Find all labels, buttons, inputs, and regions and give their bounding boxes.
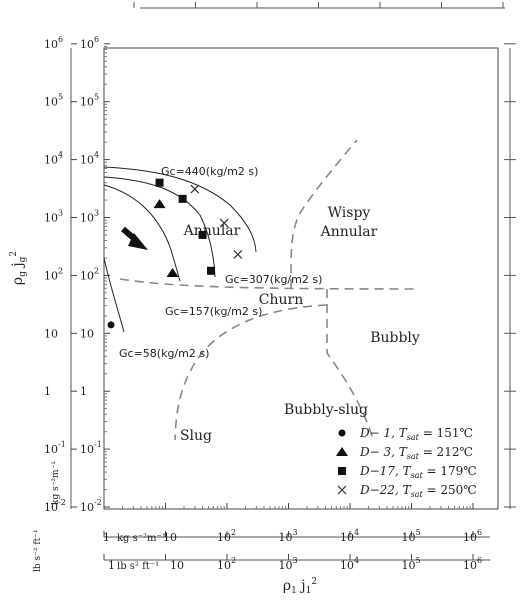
legend-marker-square [338, 467, 346, 475]
data-point-square [155, 178, 164, 187]
x-tick-label-one: 1 [103, 531, 110, 544]
region-wispy-annular-line2: Annular [320, 224, 378, 240]
y-tick-label: 10 [80, 327, 94, 340]
region-slug: Slug [180, 428, 212, 444]
data-point-square [178, 194, 187, 203]
data-points [107, 178, 243, 329]
legend-entry: D−17, Tsat = 179℃ [359, 464, 477, 480]
label-gc58: Gc=58(kg/m2 s) [119, 347, 209, 360]
data-point-circle [107, 321, 115, 329]
mass-flux-curves [103, 166, 257, 333]
x-tick-label: 104 [340, 556, 359, 572]
y-tick-label: 103 [44, 209, 63, 225]
trend-arrow [121, 226, 148, 250]
data-point-x [190, 184, 200, 194]
x-tick-label: 104 [340, 528, 359, 544]
x-tick-label: 10 [163, 531, 177, 544]
data-point-square [198, 230, 207, 239]
y-tick-label: 104 [44, 151, 63, 167]
x-tick-label: 103 [279, 556, 298, 572]
region-annular: Annular [183, 223, 241, 239]
boundary-annular-churn [119, 278, 416, 290]
curve-gc440 [103, 166, 257, 253]
x-tick-label: 105 [402, 556, 421, 572]
regime-boundaries [119, 139, 416, 441]
x-units-kg: kg s⁻²m⁻¹ [117, 533, 166, 544]
y-tick-label: 103 [80, 209, 99, 225]
curve-gc307 [103, 176, 216, 278]
y-tick-label: 106 [80, 35, 99, 51]
x-tick-label: 102 [217, 528, 236, 544]
legend-entry: D− 1, Tsat = 151℃ [359, 426, 473, 442]
y-axis-title: ρg jg2 [9, 251, 28, 285]
region-bubbly-slug: Bubbly-slug [284, 402, 368, 418]
y-tick-label: 105 [44, 93, 63, 109]
y-tick-label: 10 [44, 327, 58, 340]
boundary-churn-slug [174, 304, 328, 441]
x-tick-label: 106 [463, 556, 482, 572]
x-units-lb: lb s² ft⁻¹ [117, 561, 159, 572]
x-tick-label: 10 [170, 559, 184, 572]
tick-marks [71, 2, 516, 560]
data-point-x [233, 250, 243, 259]
region-bubbly: Bubbly [370, 330, 420, 346]
y-tick-label: 10-2 [80, 498, 102, 514]
boundary-wispy-annular [290, 139, 358, 289]
data-point-triangle [166, 268, 179, 278]
label-gc440: Gc=440(kg/m2 s) [161, 165, 258, 178]
y-tick-label: 10-1 [80, 440, 102, 456]
region-churn: Churn [259, 292, 303, 308]
legend-marker-circle [338, 429, 346, 437]
x-tick-label: 106 [463, 528, 482, 544]
y-tick-label: 104 [80, 151, 99, 167]
legend-entry: D− 3, Tsat = 212℃ [359, 445, 473, 461]
y-tick-label: 105 [80, 93, 99, 109]
x-tick-labels: 10 10 102 102 103 103 104 104 105 105 106 106 1 1 [103, 528, 482, 572]
legend-entry: D−22, Tsat = 250℃ [359, 483, 477, 499]
x-tick-label: 102 [217, 556, 236, 572]
y-tick-label: 1 [44, 385, 51, 398]
legend: D− 1, Tsat = 151℃ D− 3, Tsat = 212℃ D−17, … [336, 426, 477, 499]
curve-gc157 [103, 184, 181, 282]
y-tick-label: 1 [80, 385, 87, 398]
y-tick-label: 10-1 [44, 440, 66, 456]
legend-marker-triangle [336, 447, 348, 456]
data-point-square [207, 266, 216, 275]
boundary-churn-bubbly [326, 289, 373, 437]
x-axis-title: ρ1 j12 [283, 577, 317, 596]
curve-gc58 [103, 257, 125, 333]
x-tick-label: 105 [402, 528, 421, 544]
y-tick-label: 106 [44, 35, 63, 51]
x-tick-label-one: 1 [108, 559, 115, 572]
label-gc157: Gc=157(kg/m2 s) [165, 305, 262, 318]
y-tick-labels: 10-2 10-2 10-1 10-1 1 1 10 10 102 102 103 103 104 104… [44, 35, 102, 514]
y-tick-label: 102 [80, 266, 99, 282]
y-tick-label: 10-2 [44, 498, 66, 514]
x-tick-label: 103 [279, 528, 298, 544]
y-units-lb: lb s⁻² ft⁻¹ [33, 529, 43, 572]
region-wispy-annular-line1: Wispy [328, 205, 371, 221]
y-units-kg: kg s⁻²m⁻¹ [51, 461, 61, 505]
label-gc307: Gc=307(kg/m2 s) [225, 273, 322, 286]
legend-marker-x [337, 485, 347, 495]
data-point-triangle [153, 199, 166, 209]
y-tick-label: 102 [44, 266, 63, 282]
data-point-x [219, 218, 229, 228]
